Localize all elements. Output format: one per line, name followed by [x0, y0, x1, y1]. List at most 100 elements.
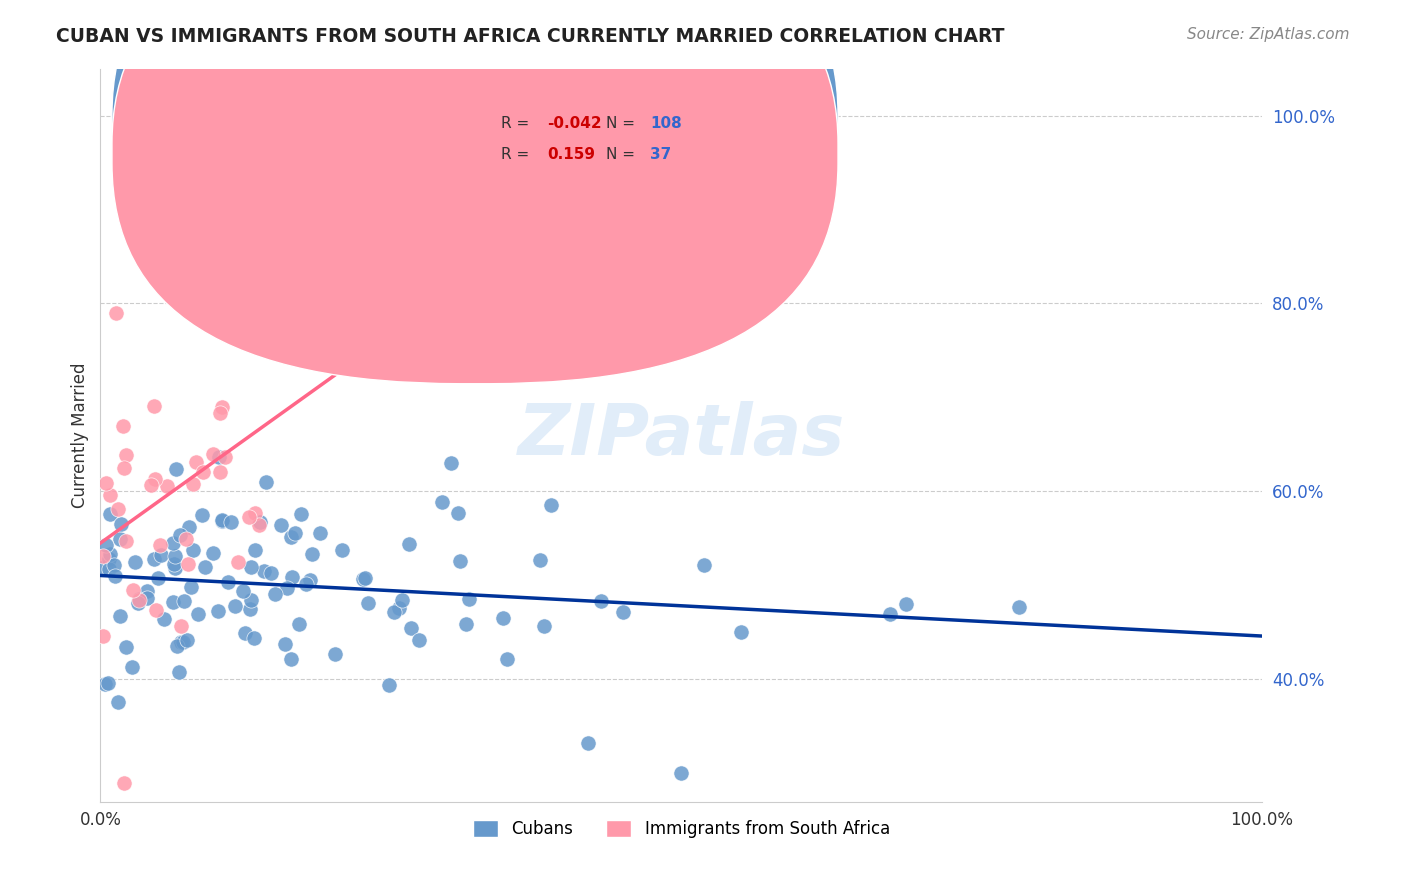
Cubans [280, 530, 302, 544]
Cubans [202, 546, 225, 560]
Immigrants from South Africa [114, 534, 136, 549]
Immigrants from South Africa [243, 506, 266, 520]
Immigrants from South Africa [226, 555, 249, 569]
Cubans [382, 605, 405, 619]
Cubans [240, 593, 263, 607]
Cubans [281, 570, 304, 584]
Cubans [169, 665, 191, 680]
Cubans [290, 507, 312, 521]
Immigrants from South Africa [145, 472, 167, 486]
Cubans [295, 577, 318, 591]
Cubans [135, 591, 157, 606]
Immigrants from South Africa [209, 465, 232, 479]
Cubans [447, 506, 470, 520]
Cubans [148, 571, 170, 585]
Cubans [190, 508, 212, 522]
Immigrants from South Africa [105, 305, 128, 319]
Immigrants from South Africa [193, 465, 215, 479]
Cubans [97, 562, 120, 576]
Immigrants from South Africa [208, 406, 231, 420]
Immigrants from South Africa [142, 399, 165, 413]
Cubans [93, 677, 115, 691]
Cubans [456, 617, 478, 632]
Cubans [323, 647, 346, 661]
Cubans [165, 462, 187, 476]
Immigrants from South Africa [145, 603, 167, 617]
Cubans [172, 635, 194, 649]
Immigrants from South Africa [91, 629, 114, 643]
Cubans [98, 547, 121, 561]
Immigrants from South Africa [93, 549, 115, 564]
Cubans [169, 528, 191, 542]
Cubans [309, 525, 332, 540]
Cubans [149, 549, 172, 563]
Cubans [97, 676, 120, 690]
Text: 37: 37 [650, 147, 671, 161]
Immigrants from South Africa [111, 419, 134, 434]
Cubans [276, 582, 298, 596]
Cubans [730, 625, 752, 640]
Text: N =: N = [606, 147, 640, 161]
Cubans [194, 560, 217, 574]
Immigrants from South Africa [238, 510, 260, 524]
Immigrants from South Africa [247, 517, 270, 532]
Y-axis label: Currently Married: Currently Married [72, 362, 89, 508]
Cubans [100, 507, 122, 521]
Cubans [354, 571, 377, 585]
Cubans [124, 555, 146, 569]
Text: Source: ZipAtlas.com: Source: ZipAtlas.com [1187, 27, 1350, 42]
Cubans [260, 566, 283, 580]
Immigrants from South Africa [202, 446, 225, 460]
Immigrants from South Africa [139, 478, 162, 492]
Cubans [388, 600, 411, 615]
Immigrants from South Africa [128, 592, 150, 607]
Immigrants from South Africa [149, 538, 172, 552]
FancyBboxPatch shape [437, 90, 786, 194]
Cubans [90, 561, 112, 575]
Immigrants from South Africa [170, 619, 193, 633]
Immigrants from South Africa [181, 476, 204, 491]
Cubans [274, 637, 297, 651]
Immigrants from South Africa [270, 343, 292, 358]
Text: 108: 108 [650, 116, 682, 131]
Immigrants from South Africa [156, 479, 179, 493]
Cubans [270, 518, 292, 533]
Cubans [253, 564, 276, 578]
Cubans [399, 621, 422, 635]
Immigrants from South Africa [332, 326, 354, 340]
Text: -0.042: -0.042 [547, 116, 602, 131]
Cubans [439, 456, 461, 470]
Cubans [233, 625, 256, 640]
Immigrants from South Africa [174, 532, 197, 546]
Cubans [181, 542, 204, 557]
Immigrants from South Africa [115, 448, 138, 462]
Cubans [97, 552, 120, 566]
Cubans [94, 537, 117, 551]
Cubans [284, 526, 307, 541]
Cubans [398, 537, 420, 551]
Cubans [529, 553, 551, 567]
Legend: Cubans, Immigrants from South Africa: Cubans, Immigrants from South Africa [465, 813, 897, 845]
Cubans [495, 651, 517, 665]
Immigrants from South Africa [112, 461, 135, 475]
FancyBboxPatch shape [112, 0, 838, 354]
Cubans [217, 574, 239, 589]
FancyBboxPatch shape [112, 0, 838, 384]
Immigrants from South Africa [162, 221, 184, 235]
Cubans [491, 611, 513, 625]
Cubans [170, 635, 193, 649]
Text: ZIPatlas: ZIPatlas [517, 401, 845, 469]
Cubans [533, 618, 555, 632]
Cubans [693, 558, 716, 573]
Cubans [211, 513, 233, 527]
Cubans [254, 475, 277, 490]
Cubans [166, 639, 188, 653]
Cubans [108, 533, 131, 547]
Cubans [239, 560, 262, 574]
Immigrants from South Africa [94, 475, 117, 490]
Cubans [110, 517, 132, 532]
Cubans [127, 597, 149, 611]
Text: CUBAN VS IMMIGRANTS FROM SOUTH AFRICA CURRENTLY MARRIED CORRELATION CHART: CUBAN VS IMMIGRANTS FROM SOUTH AFRICA CU… [56, 27, 1005, 45]
Cubans [280, 652, 302, 666]
Cubans [153, 612, 176, 626]
